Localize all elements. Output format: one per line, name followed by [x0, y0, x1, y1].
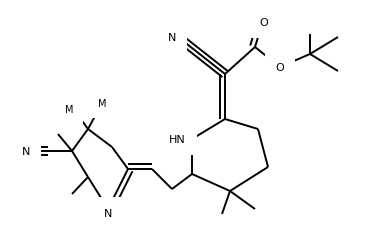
- Text: N: N: [168, 33, 176, 43]
- Text: N: N: [104, 208, 112, 218]
- Text: HN: HN: [169, 134, 186, 144]
- Text: O: O: [259, 18, 268, 28]
- Text: O: O: [276, 63, 284, 73]
- Text: M: M: [65, 104, 73, 115]
- Text: N: N: [22, 146, 30, 156]
- Text: M: M: [98, 98, 106, 108]
